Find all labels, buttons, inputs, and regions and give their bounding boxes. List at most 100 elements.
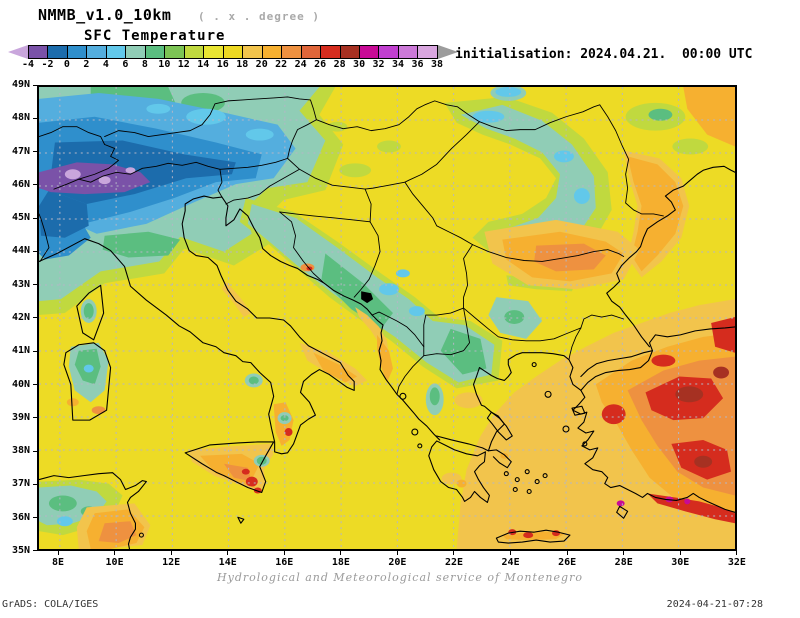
country-borders <box>38 96 664 395</box>
temperature-map <box>38 85 736 550</box>
colorbar-tick-label: -2 <box>41 59 54 70</box>
lon-axis: 8E 10E 12E 14E 16E 18E 20E 22E 24E 26E 28E 30E 32E <box>37 551 746 571</box>
colorbar-tick-label: 32 <box>372 59 385 70</box>
lat-tick <box>33 151 37 153</box>
creation-timestamp: 2024-04-21-07:28 <box>666 599 763 610</box>
colorbar-segment <box>145 46 166 58</box>
lat-label: 42N <box>11 311 30 323</box>
lat-tick <box>33 350 37 352</box>
lat-tick <box>33 250 37 252</box>
lon-tick <box>566 551 568 555</box>
colorbar-segment <box>184 46 205 58</box>
colorbar-tick-label: 34 <box>392 59 405 70</box>
kotor-bay-marker <box>361 291 374 304</box>
model-title: NMMB_v1.0_10km <box>38 6 172 24</box>
lon-label: 26E <box>558 557 577 568</box>
lat-label: 37N <box>11 478 30 490</box>
lat-label: 49N <box>11 79 30 90</box>
colorbar-tick-label: -4 <box>21 59 35 70</box>
colorbar <box>8 45 458 59</box>
lat-tick <box>33 417 37 419</box>
lat-tick <box>33 450 37 452</box>
colorbar-tick-label: 36 <box>411 59 424 70</box>
colorbar-segment <box>243 46 263 58</box>
lon-label: 30E <box>671 557 690 568</box>
grid-lines <box>39 87 735 549</box>
colorbar-tick-label: 26 <box>314 59 327 70</box>
lon-label: 24E <box>501 557 520 568</box>
lon-tick <box>283 551 285 555</box>
lat-tick <box>33 517 37 519</box>
colorbar-tick-label: 4 <box>102 59 109 70</box>
lat-label: 36N <box>11 511 30 523</box>
colorbar-segment <box>398 46 419 58</box>
colorbar-segment <box>87 46 107 58</box>
lon-tick <box>114 551 116 555</box>
lon-label: 28E <box>614 557 633 568</box>
colorbar-tick-label: 30 <box>353 59 366 70</box>
lon-label: 32E <box>727 557 746 568</box>
colorbar-segment <box>67 46 88 58</box>
lon-label: 22E <box>444 557 464 568</box>
colorbar-tick-label: 0 <box>63 59 70 70</box>
colorbar-tick-label: 24 <box>294 59 307 70</box>
lat-axis: 49N 48N 47N 46N 45N 44N 43N 42N 41N 40N 39N 38N 37N 3… <box>0 79 37 556</box>
lat-label: 40N <box>11 378 30 390</box>
colorbar-segment <box>282 46 302 58</box>
lon-tick <box>396 551 398 555</box>
colorbar-segment <box>165 46 185 58</box>
colorbar-tick-label: 14 <box>197 59 210 70</box>
colorbar-segment <box>204 46 224 58</box>
lat-label: 38N <box>11 445 30 457</box>
colorbar-segment <box>301 46 322 58</box>
initialisation-line: initialisation: 2024.04.21. 00:00 UTC <box>455 47 753 62</box>
lon-label: 18E <box>331 557 350 568</box>
service-credit: Hydrological and Meteorological service … <box>217 571 583 584</box>
colorbar-tick-label: 8 <box>141 59 148 70</box>
lat-tick <box>33 117 37 119</box>
colorbar-over-arrow <box>437 45 458 59</box>
colorbar-tick-label: 18 <box>236 59 249 70</box>
grid-resolution-note: ( . x . degree ) <box>198 10 320 23</box>
lon-label: 12E <box>162 557 181 568</box>
colorbar-segment <box>321 46 341 58</box>
lat-label: 43N <box>11 278 30 290</box>
lat-tick <box>33 317 37 319</box>
colorbar-tick-label: 28 <box>333 59 346 70</box>
colorbar-tick-label: 6 <box>122 59 129 70</box>
lat-tick <box>33 84 37 86</box>
lon-tick <box>736 551 738 555</box>
colorbar-tick-label: 16 <box>216 59 229 70</box>
colorbar-segment <box>359 46 380 58</box>
colorbar-tick-label: 22 <box>275 59 288 70</box>
map-frame <box>37 85 737 551</box>
field-label: SFC Temperature <box>84 28 226 44</box>
lat-label: 41N <box>11 345 30 357</box>
lat-tick <box>33 284 37 286</box>
lon-label: 10E <box>105 557 124 568</box>
lon-label: 16E <box>275 557 294 568</box>
colorbar-segments <box>28 45 438 59</box>
colorbar-tick-label: 10 <box>158 59 171 70</box>
colorbar-segment <box>106 46 127 58</box>
lon-tick <box>453 551 455 555</box>
colorbar-tick-label: 20 <box>255 59 268 70</box>
lon-label: 20E <box>388 557 407 568</box>
lon-tick <box>510 551 512 555</box>
lat-label: 39N <box>11 411 30 423</box>
lon-tick <box>623 551 625 555</box>
lat-tick <box>33 184 37 186</box>
lon-tick <box>679 551 681 555</box>
lon-tick <box>227 551 229 555</box>
lon-tick <box>170 551 172 555</box>
lon-label: 8E <box>51 557 65 568</box>
colorbar-segment <box>262 46 283 58</box>
colorbar-segment <box>340 46 360 58</box>
lat-label: 44N <box>11 245 30 257</box>
lat-label: 47N <box>11 145 30 157</box>
lat-label: 35N <box>11 544 30 556</box>
lat-tick <box>33 384 37 386</box>
lat-label: 48N <box>11 112 30 124</box>
lat-label: 45N <box>11 212 30 224</box>
